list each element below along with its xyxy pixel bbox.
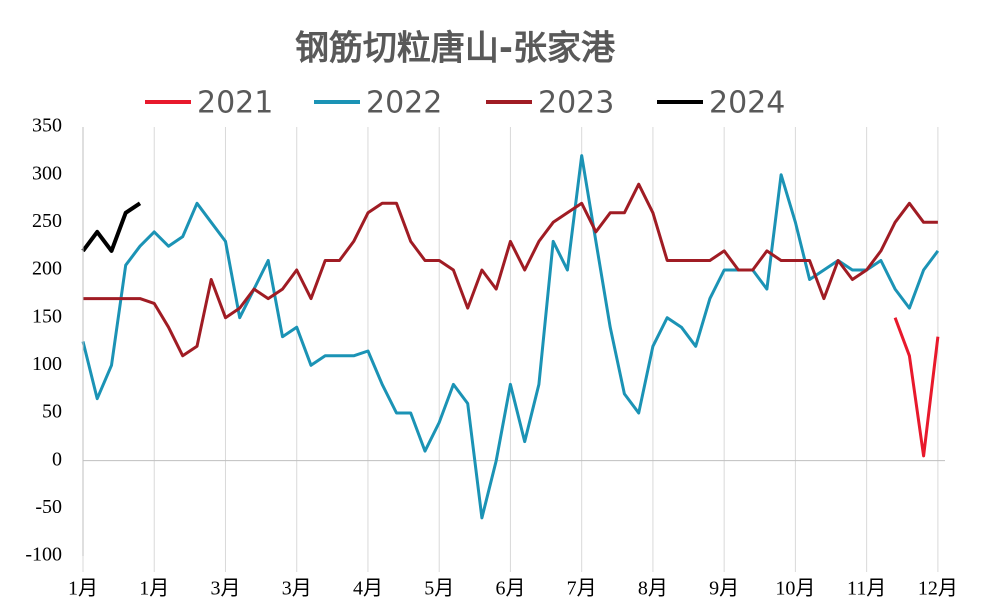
y-tick-label: 250 [32, 210, 62, 232]
x-tick-label: 3月 [210, 578, 240, 600]
y-tick-label: 350 [32, 115, 62, 137]
series-line [81, 154, 940, 520]
series-line [83, 182, 938, 358]
x-tick-label: 7月 [567, 578, 597, 600]
x-tick-label: 5月 [424, 578, 454, 600]
chart-title: 钢筋切粒唐山-张家港 [295, 29, 616, 69]
x-tick-label: 4月 [353, 578, 383, 600]
x-tick-label: 11月 [847, 578, 886, 600]
y-tick-label: 50 [42, 401, 62, 423]
y-tick-label: -50 [35, 496, 62, 518]
x-tick-label: 1月 [139, 578, 169, 600]
y-tick-label: -100 [25, 544, 62, 566]
series-line [81, 201, 142, 253]
legend-label: 2023 [538, 86, 614, 121]
x-tick-label: 10月 [775, 578, 815, 600]
x-tick-label: 9月 [709, 578, 739, 600]
y-tick-label: 0 [52, 448, 62, 470]
x-tick-label: 6月 [495, 578, 525, 600]
series-line [893, 317, 940, 458]
y-tick-label: 200 [32, 258, 62, 280]
y-tick-label: 300 [32, 162, 62, 184]
x-tick-label: 12月 [918, 578, 958, 600]
legend-label: 2024 [709, 86, 785, 121]
y-tick-label: 150 [32, 305, 62, 327]
legend-label: 2021 [197, 86, 273, 121]
x-tick-label: 1月 [68, 578, 98, 600]
x-tick-label: 3月 [282, 578, 312, 600]
legend-label: 2022 [366, 86, 442, 121]
x-tick-label: 8月 [638, 578, 668, 600]
y-tick-label: 100 [32, 353, 62, 375]
